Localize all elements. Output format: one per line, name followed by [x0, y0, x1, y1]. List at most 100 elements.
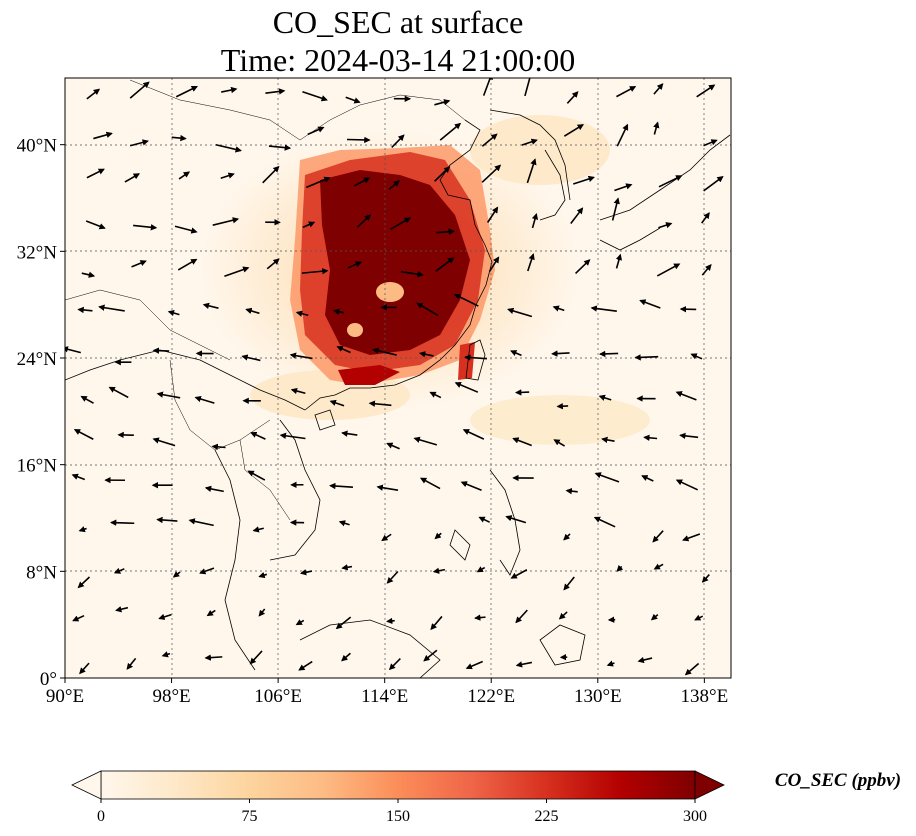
wind-arrow: [77, 576, 91, 589]
wind-arrow: [682, 533, 701, 542]
wind-arrow: [703, 139, 718, 147]
wind-arrow: [615, 253, 623, 269]
wind-arrow: [215, 143, 242, 153]
wind-arrow: [598, 350, 619, 358]
wind-arrow: [302, 221, 316, 229]
wind-arrow: [335, 616, 352, 630]
wind-vectors: [65, 78, 724, 676]
wind-arrow: [639, 299, 661, 309]
wind-arrow: [279, 432, 306, 440]
wind-arrow: [295, 310, 309, 317]
wind-arrow: [109, 519, 135, 526]
wind-arrow: [152, 347, 170, 354]
wind-arrow: [643, 434, 658, 441]
wind-arrow: [481, 164, 502, 183]
wind-arrow: [658, 175, 683, 188]
wind-arrow: [436, 228, 456, 235]
wind-arrow: [338, 520, 350, 527]
wind-arrow: [553, 439, 566, 447]
concentration-field: [200, 115, 650, 445]
wind-arrow: [252, 526, 264, 533]
wind-arrow: [212, 217, 240, 226]
wind-arrow: [531, 212, 539, 229]
latitude-ticks: 0° 8°N 16°N 24°N 32°N 40°N: [17, 136, 65, 690]
lon-tick-label: 122°E: [467, 686, 515, 707]
wind-arrow: [73, 429, 94, 440]
wind-arrow: [551, 350, 570, 357]
wind-arrow: [77, 306, 93, 314]
wind-arrow: [675, 391, 697, 401]
lat-tick-label: 32°N: [17, 242, 58, 263]
wind-arrow: [679, 432, 699, 440]
wind-arrow: [220, 172, 235, 179]
wind-arrow: [258, 608, 266, 617]
wind-arrow: [372, 347, 397, 356]
wind-arrow: [696, 84, 716, 98]
wind-arrow: [611, 197, 620, 221]
lon-tick-label: 114°E: [361, 686, 408, 707]
wind-arrow: [156, 516, 178, 524]
wind-arrow: [634, 354, 659, 361]
colorbar-tick-label: 300: [683, 808, 707, 825]
wind-arrow: [108, 386, 129, 399]
wind-arrow: [202, 302, 219, 309]
wind-arrow: [306, 176, 331, 189]
map-title-line2: Time: 2024-03-14 21:00:00: [221, 42, 575, 78]
wind-arrow: [289, 352, 313, 360]
wind-arrow: [72, 614, 85, 622]
map-area[interactable]: [63, 72, 731, 678]
wind-arrow: [329, 482, 353, 490]
wind-arrow: [476, 566, 486, 573]
wind-arrow: [690, 353, 703, 360]
wind-arrow: [478, 516, 490, 523]
wind-arrow: [93, 131, 113, 140]
wind-arrow: [204, 654, 223, 661]
lat-tick-label: 24°N: [17, 349, 58, 370]
wind-arrow: [98, 304, 125, 312]
wind-arrow: [515, 661, 533, 668]
wind-arrow: [527, 253, 535, 272]
wind-arrow: [434, 166, 451, 182]
lat-tick-label: 16°N: [17, 456, 58, 477]
wind-arrow: [439, 122, 462, 141]
wind-arrow: [347, 261, 363, 269]
wind-arrow: [575, 259, 591, 274]
colorbar-tick-label: 225: [535, 808, 559, 825]
wind-arrow: [388, 180, 400, 190]
wind-arrow: [152, 437, 176, 447]
wind-arrow: [341, 430, 358, 437]
wind-arrow: [701, 212, 710, 224]
wind-arrow: [295, 619, 305, 626]
wind-arrow: [653, 563, 664, 570]
lat-tick-label: 8°N: [26, 562, 57, 583]
wind-arrow: [590, 305, 617, 312]
wind-arrow: [336, 345, 351, 354]
wind-arrow: [175, 85, 198, 98]
colorbar-tick-label: 75: [242, 808, 258, 825]
wind-arrow: [376, 484, 399, 491]
colorbar-ticks: 0 75 150 225 300: [97, 799, 707, 825]
wind-arrow: [258, 571, 268, 579]
wind-arrow: [430, 615, 443, 631]
wind-arrow: [694, 614, 704, 621]
wind-arrow: [80, 395, 94, 404]
wind-arrow: [594, 472, 620, 483]
wind-arrow: [413, 436, 438, 446]
wind-arrow: [245, 307, 260, 315]
wind-arrow: [113, 567, 125, 574]
wind-arrow: [684, 662, 700, 676]
wind-arrow: [462, 429, 485, 440]
wind-arrow: [79, 662, 90, 675]
wind-arrow: [515, 609, 528, 624]
wind-arrow: [124, 173, 140, 183]
wind-arrow: [505, 515, 527, 524]
wind-arrow: [616, 85, 637, 98]
wind-arrow: [388, 657, 401, 671]
wind-arrow: [656, 263, 681, 277]
wind-arrow: [514, 389, 530, 396]
wind-arrow: [86, 88, 101, 100]
wind-arrow: [129, 81, 150, 99]
wind-arrow: [249, 650, 263, 665]
wind-arrow: [156, 391, 181, 399]
